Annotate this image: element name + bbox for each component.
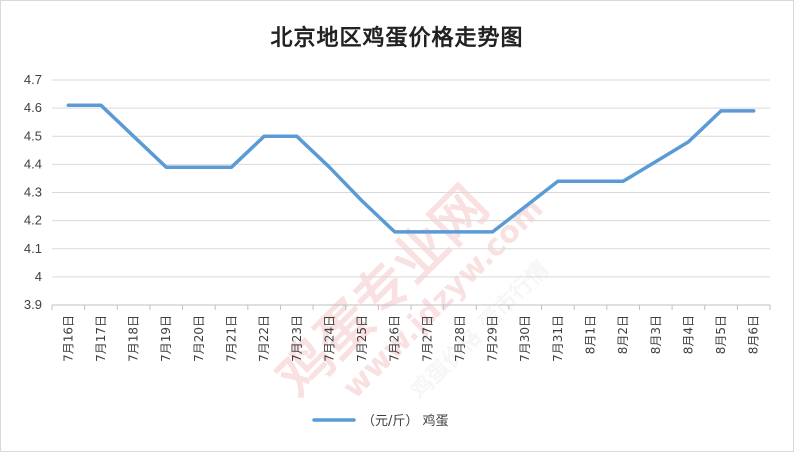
x-tick-label: 8月2日 — [616, 315, 630, 354]
y-tick-label: 4.4 — [24, 156, 42, 171]
x-tick-label: 7月27日 — [420, 315, 434, 362]
series-layer — [66, 103, 756, 234]
x-tick-label: 8月5日 — [714, 315, 728, 354]
y-tick-label: 3.9 — [24, 297, 42, 312]
legend: （元/斤） 鸡蛋 — [312, 413, 449, 429]
x-tick-label: 7月29日 — [486, 315, 500, 362]
y-tick-label: 4 — [35, 269, 42, 284]
series-line — [66, 103, 756, 234]
watermark: 鸡蛋专业网 www.jdzyw.com 鸡蛋价格 蛋市行情 — [265, 174, 554, 409]
x-tick-label: 7月17日 — [94, 315, 108, 362]
x-tick-label: 8月1日 — [584, 315, 598, 354]
x-tick-label: 7月20日 — [192, 315, 206, 362]
x-tick-label: 7月28日 — [453, 315, 467, 362]
x-tick-label: 7月18日 — [127, 315, 141, 362]
y-tick-label: 4.6 — [24, 100, 42, 115]
x-tick-label: 7月16日 — [61, 315, 75, 362]
y-tick-label: 4.1 — [24, 241, 42, 256]
x-tick-label: 8月3日 — [649, 315, 663, 354]
x-tick-label: 7月21日 — [225, 315, 239, 362]
x-tick-label: 7月25日 — [355, 315, 369, 362]
x-tick-label: 7月19日 — [159, 315, 173, 362]
x-tick-label: 7月31日 — [551, 315, 565, 362]
x-tick-label: 7月23日 — [290, 315, 304, 362]
y-tick-label: 4.3 — [24, 185, 42, 200]
x-axis: 7月16日 7月17日 7月18日 7月19日 7月20日 7月21日 7月22日 7月23日… — [51, 305, 771, 362]
y-axis: 3.9 4 4.1 4.2 4.3 4.4 4.5 4.6 4.7 — [24, 72, 42, 312]
x-tick-label: 7月22日 — [257, 315, 271, 362]
x-tick-label: 7月24日 — [322, 315, 336, 362]
chart-title: 北京地区鸡蛋价格走势图 — [270, 26, 524, 51]
y-tick-label: 4.5 — [24, 128, 42, 143]
x-tick-label: 8月4日 — [681, 315, 695, 354]
y-tick-label: 4.7 — [24, 72, 42, 87]
y-tick-label: 4.2 — [24, 213, 42, 228]
x-tick-label: 8月6日 — [747, 315, 761, 354]
x-tick-label: 7月26日 — [388, 315, 402, 362]
x-tick-label: 7月30日 — [518, 315, 532, 362]
grid-lines — [52, 79, 770, 306]
legend-label: （元/斤） 鸡蛋 — [362, 413, 449, 429]
